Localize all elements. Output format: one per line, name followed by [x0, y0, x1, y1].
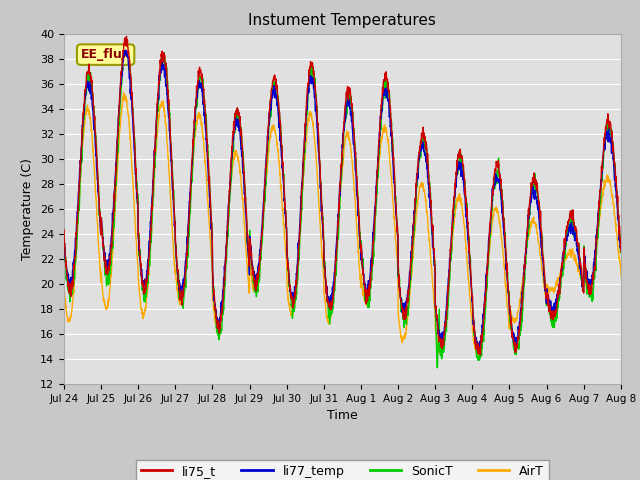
Y-axis label: Temperature (C): Temperature (C) [22, 158, 35, 260]
Legend: li75_t, li77_temp, SonicT, AirT: li75_t, li77_temp, SonicT, AirT [136, 460, 548, 480]
X-axis label: Time: Time [327, 409, 358, 422]
Text: EE_flux: EE_flux [81, 48, 131, 61]
Title: Instument Temperatures: Instument Temperatures [248, 13, 436, 28]
